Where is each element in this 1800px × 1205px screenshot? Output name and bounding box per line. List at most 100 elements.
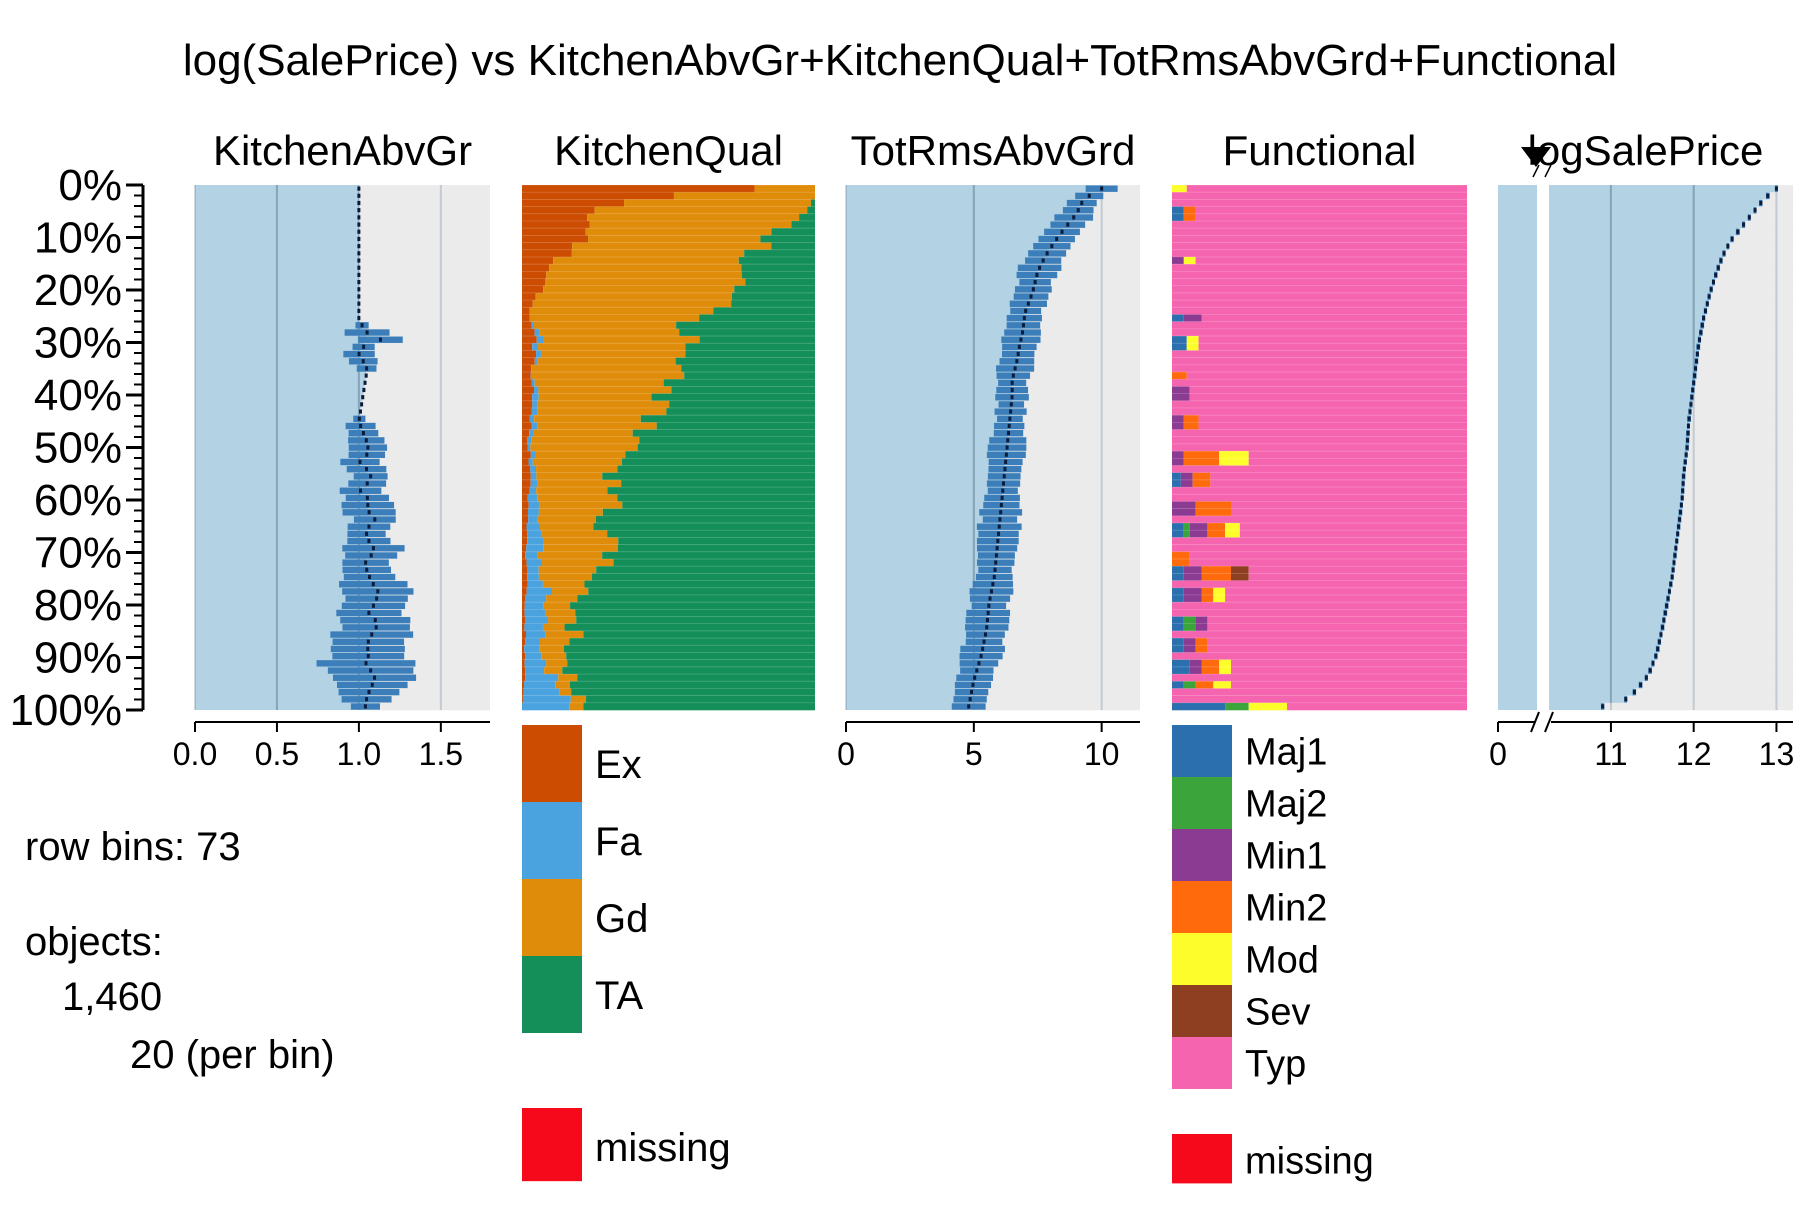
bin-background [1657,645,1793,653]
bin-background [358,220,490,229]
category-segment [1172,566,1184,574]
category-segment [522,343,533,351]
category-segment [1172,199,1467,207]
category-segment [522,264,550,272]
category-segment [699,314,815,322]
category-segment [741,271,815,279]
bin-background [1003,479,1140,488]
category-segment [567,659,815,668]
legend-swatch-mod [1172,933,1232,985]
category-segment [1189,558,1467,567]
category-segment [1172,242,1467,251]
x-axis-tick-label: 12 [1676,736,1712,772]
category-segment [651,393,815,402]
bin-background [1700,328,1793,337]
category-segment [525,666,545,675]
axis-break-mark [1530,711,1540,733]
bin-background [1024,314,1140,322]
bin-background [366,695,490,704]
bin-background [1009,415,1140,423]
category-segment [799,213,815,222]
x-axis-tick-label: 11 [1594,736,1627,772]
category-segment [526,587,553,596]
category-segment [685,350,815,358]
bin-background [368,638,490,646]
bin-background [368,537,490,545]
category-segment [1183,594,1202,603]
category-segment [663,379,815,387]
category-segment [544,666,563,675]
bin-background [972,681,1140,689]
category-segment [1172,443,1467,452]
category-segment [540,350,686,358]
category-segment [522,479,531,488]
category-segment [522,472,531,481]
category-segment [1172,630,1467,639]
category-segment [538,508,603,517]
bin-background [358,314,490,322]
bin-background [1711,285,1793,294]
category-segment [536,350,541,358]
category-segment [537,515,596,524]
category-segment [569,638,815,646]
bin-background [994,573,1140,581]
category-segment [1172,429,1467,438]
category-segment [1172,235,1467,243]
category-segment [1172,185,1187,193]
category-segment [527,580,543,589]
bin-background [373,580,490,589]
category-segment [526,558,542,567]
bin-background [363,343,490,351]
category-segment [546,659,568,668]
bin-background [1684,465,1793,473]
row-axis-tick-label: 10% [34,214,122,263]
legend-swatch-ta [522,956,582,1033]
category-segment [684,371,815,380]
category-segment [1172,422,1184,430]
bin-background [976,666,1140,675]
category-segment [535,292,732,301]
category-segment [534,357,538,366]
category-segment [522,451,531,459]
bin-background [1690,407,1793,416]
category-segment [1172,357,1467,366]
category-segment [527,494,538,502]
category-segment [522,422,532,430]
bin-background [1683,472,1793,481]
category-segment [1207,645,1467,653]
category-segment [538,386,672,394]
category-segment [522,695,523,704]
bin-background [370,472,490,481]
bin-background [995,558,1140,567]
bin-background [376,594,490,603]
bin-background [1660,630,1793,639]
bin-background [1056,235,1140,243]
bin-background [1675,544,1793,553]
category-segment [731,300,815,308]
bin-background [366,364,490,373]
category-segment [538,566,597,574]
bin-background [1691,393,1793,402]
bin-background [984,638,1140,646]
category-segment [530,465,537,473]
bin-background [1707,300,1793,308]
bin-background [1672,573,1793,581]
category-segment [522,300,533,308]
category-segment [593,523,815,531]
x-axis-tick-label: 10 [1084,736,1120,772]
category-segment [522,681,525,689]
category-segment [1172,580,1467,589]
category-segment [527,566,539,574]
category-segment [525,674,559,682]
category-segment [541,652,567,660]
category-segment [1186,336,1199,344]
row-axis-tick-label: 0% [58,161,122,210]
category-segment [572,242,772,251]
bin-background [358,271,490,279]
category-segment [522,580,528,589]
category-segment [536,465,618,473]
bin-background [1002,494,1140,502]
bin-background [982,645,1140,653]
category-segment [1183,422,1199,430]
category-segment [699,336,815,344]
